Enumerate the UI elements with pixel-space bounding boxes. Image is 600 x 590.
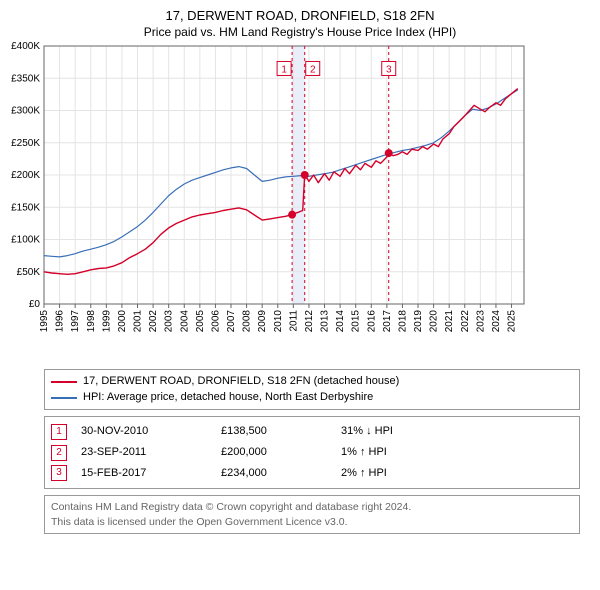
legend-label: 17, DERWENT ROAD, DRONFIELD, S18 2FN (de…: [83, 374, 399, 389]
svg-text:2017: 2017: [382, 310, 393, 333]
svg-text:£100K: £100K: [11, 235, 40, 246]
event-date: 15-FEB-2017: [81, 463, 221, 484]
event-badge: 1: [51, 424, 67, 440]
svg-text:1999: 1999: [101, 310, 112, 333]
svg-text:2020: 2020: [429, 310, 440, 333]
svg-text:2025: 2025: [507, 310, 518, 333]
svg-text:£300K: £300K: [11, 106, 40, 117]
svg-text:£350K: £350K: [11, 74, 40, 85]
svg-text:£400K: £400K: [11, 41, 40, 52]
legend-swatch: [51, 397, 77, 399]
svg-text:2000: 2000: [117, 310, 128, 333]
event-price: £138,500: [221, 421, 341, 442]
event-row: 2 23-SEP-2011£200,0001% ↑ HPI: [51, 442, 573, 463]
svg-text:1996: 1996: [55, 310, 66, 333]
svg-text:£250K: £250K: [11, 138, 40, 149]
svg-text:1998: 1998: [86, 310, 97, 333]
footer-line-1: Contains HM Land Registry data © Crown c…: [51, 500, 573, 515]
event-badge: 2: [51, 445, 67, 461]
legend: 17, DERWENT ROAD, DRONFIELD, S18 2FN (de…: [44, 369, 580, 410]
event-delta: 31% ↓ HPI: [341, 421, 461, 442]
event-delta: 2% ↑ HPI: [341, 463, 461, 484]
svg-text:2007: 2007: [226, 310, 237, 333]
svg-text:2013: 2013: [320, 310, 331, 333]
svg-text:2005: 2005: [195, 310, 206, 333]
svg-text:2011: 2011: [288, 310, 299, 332]
svg-text:£0: £0: [29, 299, 41, 310]
svg-text:2003: 2003: [164, 310, 175, 333]
event-date: 30-NOV-2010: [81, 421, 221, 442]
legend-swatch: [51, 381, 77, 383]
svg-text:2022: 2022: [460, 310, 471, 333]
svg-text:2: 2: [310, 65, 316, 76]
svg-text:2023: 2023: [475, 310, 486, 333]
event-badge: 3: [51, 465, 67, 481]
svg-text:2001: 2001: [133, 310, 144, 333]
event-row: 3 15-FEB-2017£234,0002% ↑ HPI: [51, 463, 573, 484]
page-title: 17, DERWENT ROAD, DRONFIELD, S18 2FN: [0, 0, 600, 25]
page-subtitle: Price paid vs. HM Land Registry's House …: [0, 25, 600, 41]
svg-text:3: 3: [386, 65, 392, 76]
svg-text:2016: 2016: [366, 310, 377, 333]
legend-label: HPI: Average price, detached house, Nort…: [83, 390, 373, 405]
footer-line-2: This data is licensed under the Open Gov…: [51, 515, 573, 530]
svg-text:1: 1: [281, 65, 287, 76]
svg-text:2004: 2004: [179, 310, 190, 333]
svg-text:2014: 2014: [335, 310, 346, 333]
svg-text:£200K: £200K: [11, 170, 40, 181]
event-delta: 1% ↑ HPI: [341, 442, 461, 463]
event-price: £200,000: [221, 442, 341, 463]
events-table: 1 30-NOV-2010£138,50031% ↓ HPI 2 23-SEP-201…: [44, 416, 580, 489]
svg-text:2018: 2018: [397, 310, 408, 333]
attribution-footer: Contains HM Land Registry data © Crown c…: [44, 495, 580, 534]
svg-text:1995: 1995: [39, 310, 50, 333]
svg-text:£50K: £50K: [17, 267, 41, 278]
svg-text:1997: 1997: [70, 310, 81, 333]
svg-text:2009: 2009: [257, 310, 268, 333]
svg-text:2002: 2002: [148, 310, 159, 333]
price-chart: £0 £50K £100K £150K £200K £250K £300K £350K £400…: [0, 40, 600, 363]
legend-item: HPI: Average price, detached house, Nort…: [51, 390, 573, 405]
event-row: 1 30-NOV-2010£138,50031% ↓ HPI: [51, 421, 573, 442]
svg-text:2015: 2015: [351, 310, 362, 333]
svg-text:2012: 2012: [304, 310, 315, 333]
svg-text:2021: 2021: [444, 310, 455, 333]
legend-item: 17, DERWENT ROAD, DRONFIELD, S18 2FN (de…: [51, 374, 573, 389]
event-date: 23-SEP-2011: [81, 442, 221, 463]
svg-text:2008: 2008: [242, 310, 253, 333]
svg-text:2019: 2019: [413, 310, 424, 333]
event-price: £234,000: [221, 463, 341, 484]
svg-text:£150K: £150K: [11, 203, 40, 214]
svg-text:2024: 2024: [491, 310, 502, 333]
chart-svg: £0 £50K £100K £150K £200K £250K £300K £350K £400…: [0, 40, 540, 360]
svg-text:2006: 2006: [210, 310, 221, 333]
svg-text:2010: 2010: [273, 310, 284, 333]
